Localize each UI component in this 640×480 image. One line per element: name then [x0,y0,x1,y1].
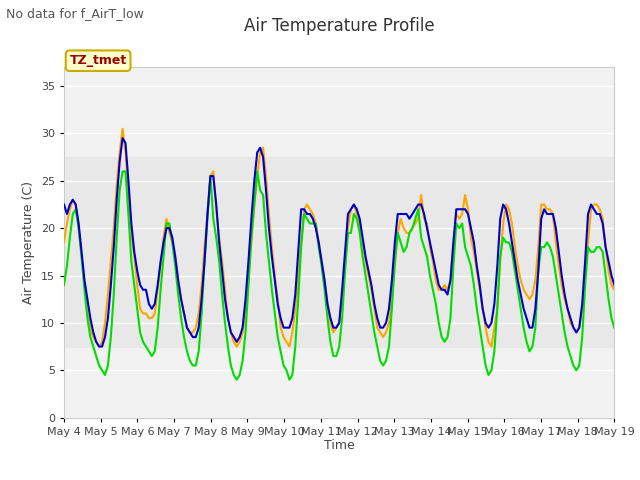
Text: Air Temperature Profile: Air Temperature Profile [244,17,435,35]
Text: TZ_tmet: TZ_tmet [70,54,127,67]
Bar [64,157,614,347]
Y-axis label: Air Temperature (C): Air Temperature (C) [22,181,35,304]
Text: No data for f_AirT_low: No data for f_AirT_low [6,7,144,20]
X-axis label: Time: Time [324,439,355,453]
